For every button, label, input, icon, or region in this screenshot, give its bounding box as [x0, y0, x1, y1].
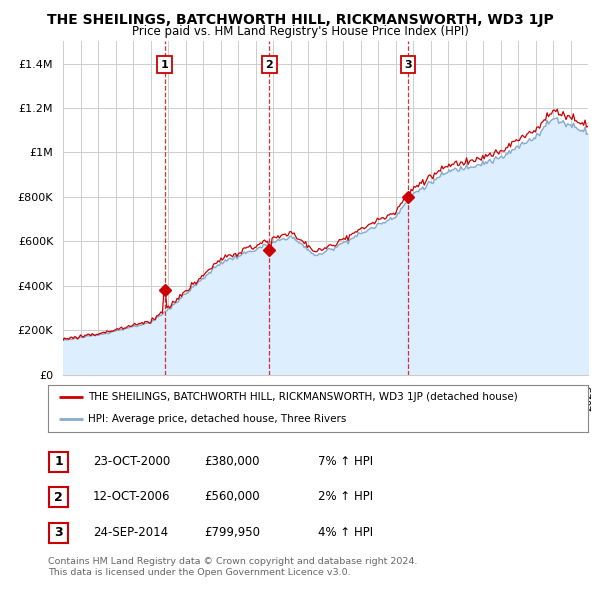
Text: 24-SEP-2014: 24-SEP-2014 — [93, 526, 168, 539]
Text: £560,000: £560,000 — [204, 490, 260, 503]
Text: 2: 2 — [265, 60, 273, 70]
Text: 3: 3 — [55, 526, 63, 539]
Text: HPI: Average price, detached house, Three Rivers: HPI: Average price, detached house, Thre… — [89, 414, 347, 424]
Text: Price paid vs. HM Land Registry's House Price Index (HPI): Price paid vs. HM Land Registry's House … — [131, 25, 469, 38]
Text: 1: 1 — [55, 455, 63, 468]
Text: 7% ↑ HPI: 7% ↑ HPI — [318, 455, 373, 468]
Text: Contains HM Land Registry data © Crown copyright and database right 2024.: Contains HM Land Registry data © Crown c… — [48, 558, 418, 566]
Text: 3: 3 — [404, 60, 412, 70]
Text: 1: 1 — [161, 60, 169, 70]
Text: 12-OCT-2006: 12-OCT-2006 — [93, 490, 170, 503]
Text: THE SHEILINGS, BATCHWORTH HILL, RICKMANSWORTH, WD3 1JP (detached house): THE SHEILINGS, BATCHWORTH HILL, RICKMANS… — [89, 392, 518, 402]
Text: £799,950: £799,950 — [204, 526, 260, 539]
Text: THE SHEILINGS, BATCHWORTH HILL, RICKMANSWORTH, WD3 1JP: THE SHEILINGS, BATCHWORTH HILL, RICKMANS… — [47, 13, 553, 27]
Text: 4% ↑ HPI: 4% ↑ HPI — [318, 526, 373, 539]
Text: 2: 2 — [55, 491, 63, 504]
Text: This data is licensed under the Open Government Licence v3.0.: This data is licensed under the Open Gov… — [48, 568, 350, 577]
Text: 23-OCT-2000: 23-OCT-2000 — [93, 455, 170, 468]
Text: £380,000: £380,000 — [204, 455, 260, 468]
Text: 2% ↑ HPI: 2% ↑ HPI — [318, 490, 373, 503]
